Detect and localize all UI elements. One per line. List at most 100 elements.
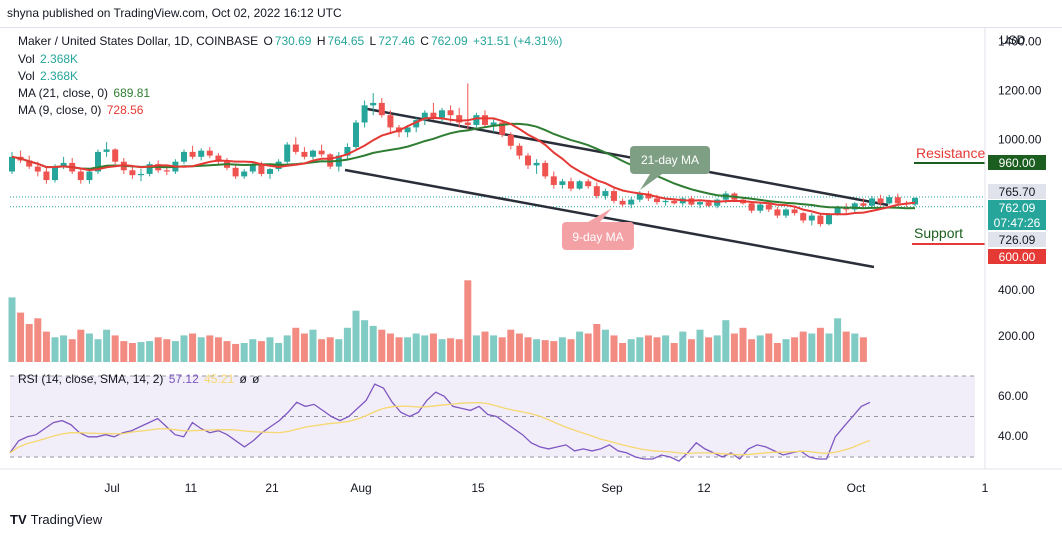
- volume-bar: [25, 324, 33, 362]
- volume-bar: [223, 341, 231, 362]
- candle-body: [808, 215, 815, 221]
- volume-bar: [533, 339, 541, 362]
- volume-bar: [490, 335, 498, 362]
- volume-bar: [593, 324, 601, 362]
- volume-bar: [412, 333, 420, 362]
- candle-body: [550, 176, 557, 185]
- candle-body: [499, 122, 506, 135]
- candle-body: [413, 120, 420, 128]
- volume-bar: [696, 329, 704, 362]
- candle-body: [800, 213, 807, 221]
- volume-bar: [739, 327, 747, 362]
- volume-bar: [438, 339, 446, 362]
- candle-body: [77, 171, 84, 181]
- volume-bar: [584, 333, 592, 362]
- legend-vol2[interactable]: Vol 2.368K: [18, 69, 80, 83]
- volume-bar: [180, 335, 188, 362]
- ma21-label: MA (21, close, 0): [18, 86, 109, 100]
- candle-body: [318, 150, 325, 155]
- volume-bar: [395, 337, 403, 362]
- candle-body: [877, 198, 884, 204]
- candle-body: [387, 115, 394, 128]
- candle-body: [456, 115, 463, 123]
- ma9-label: MA (9, close, 0): [18, 103, 102, 117]
- volume-bar: [275, 343, 283, 362]
- candle-body: [774, 209, 781, 216]
- legend-rsi[interactable]: RSI (14, close, SMA, 14, 2) 57.12 45.21 …: [18, 372, 262, 386]
- volume-bar: [8, 297, 16, 362]
- volume-bar: [799, 331, 807, 362]
- volume-bar: [154, 337, 162, 362]
- rsi-value: 57.12: [168, 372, 199, 386]
- legend-high: 764.65: [327, 34, 365, 48]
- candle-body: [765, 204, 772, 210]
- volume-bar: [17, 312, 25, 362]
- tradingview-logo-icon: TV: [10, 512, 27, 527]
- volume-bar: [567, 339, 575, 362]
- publisher-line: shyna published on TradingView.com, Oct …: [7, 6, 342, 20]
- legend-ma21[interactable]: MA (21, close, 0) 689.81: [18, 86, 152, 100]
- candle-body: [611, 191, 617, 201]
- time-axis-label: Jul: [104, 481, 119, 495]
- legend-c-label: C: [420, 34, 429, 48]
- ma9-callout-pointer: [588, 208, 612, 222]
- volume-bar: [77, 329, 85, 362]
- candle-body: [671, 200, 678, 204]
- price-axis-label-box: [988, 155, 1046, 170]
- candle-body: [826, 214, 832, 225]
- candle-body: [705, 202, 712, 206]
- candle-body: [817, 215, 824, 225]
- volume-bar: [791, 337, 799, 362]
- time-axis-label: 11: [185, 481, 198, 495]
- candle-body: [636, 193, 643, 200]
- legend-vol1[interactable]: Vol 2.368K: [18, 52, 80, 66]
- volume-bar: [816, 327, 824, 362]
- volume-bar: [309, 329, 317, 362]
- vol2-label: Vol: [18, 69, 35, 83]
- volume-bar: [619, 343, 627, 362]
- legend-ohlc: Maker / United States Dollar, 1D, COINBA…: [18, 34, 564, 48]
- candle-body: [869, 198, 875, 206]
- volume-bar: [68, 339, 76, 362]
- candle-body: [95, 151, 101, 172]
- candle-body: [267, 169, 273, 174]
- candle-body: [34, 166, 41, 172]
- volume-bar: [266, 337, 274, 362]
- volume-bar: [472, 335, 480, 362]
- price-chart[interactable]: 21-day MA9-day MAResistanceSupportUSD140…: [0, 27, 1062, 507]
- volume-bar: [318, 339, 326, 362]
- time-axis-label: 15: [471, 481, 485, 495]
- price-axis-tick: 1400.00: [998, 35, 1042, 49]
- volume-bar: [455, 339, 463, 362]
- price-axis-label: 600.00: [999, 250, 1036, 264]
- candle-body: [327, 154, 334, 167]
- candle-body: [886, 197, 893, 204]
- candle-body: [60, 162, 67, 167]
- volume-bar: [773, 343, 781, 362]
- price-axis-label-box: [988, 215, 1046, 230]
- ma21-callout-text: 21-day MA: [641, 153, 699, 167]
- candle-body: [9, 156, 15, 172]
- rsi-sma-line: [9, 401, 871, 456]
- candle-body: [542, 162, 549, 177]
- candle-body: [525, 155, 531, 166]
- candle-body: [533, 162, 540, 166]
- candle-body: [232, 167, 239, 177]
- price-axis-currency: USD: [1000, 33, 1026, 47]
- volume-bar: [834, 318, 842, 362]
- price-axis-label-box: [988, 249, 1046, 264]
- volume-bar: [610, 335, 618, 362]
- price-axis-label: 765.70: [999, 185, 1036, 199]
- candle-body: [163, 170, 170, 172]
- candle-body: [378, 102, 385, 116]
- rsi-x2: ø: [252, 372, 260, 386]
- legend-symbol[interactable]: Maker / United States Dollar, 1D, COINBA…: [18, 34, 259, 48]
- volume-bar: [197, 337, 205, 362]
- candle-body: [894, 197, 901, 204]
- legend-ma9[interactable]: MA (9, close, 0) 728.56: [18, 103, 145, 117]
- candle-body: [447, 110, 454, 116]
- legend-h-label: H: [316, 34, 326, 48]
- ma21-callout-box: [630, 146, 710, 174]
- footer: TV TradingView: [10, 512, 102, 527]
- ma9-line: [11, 116, 916, 216]
